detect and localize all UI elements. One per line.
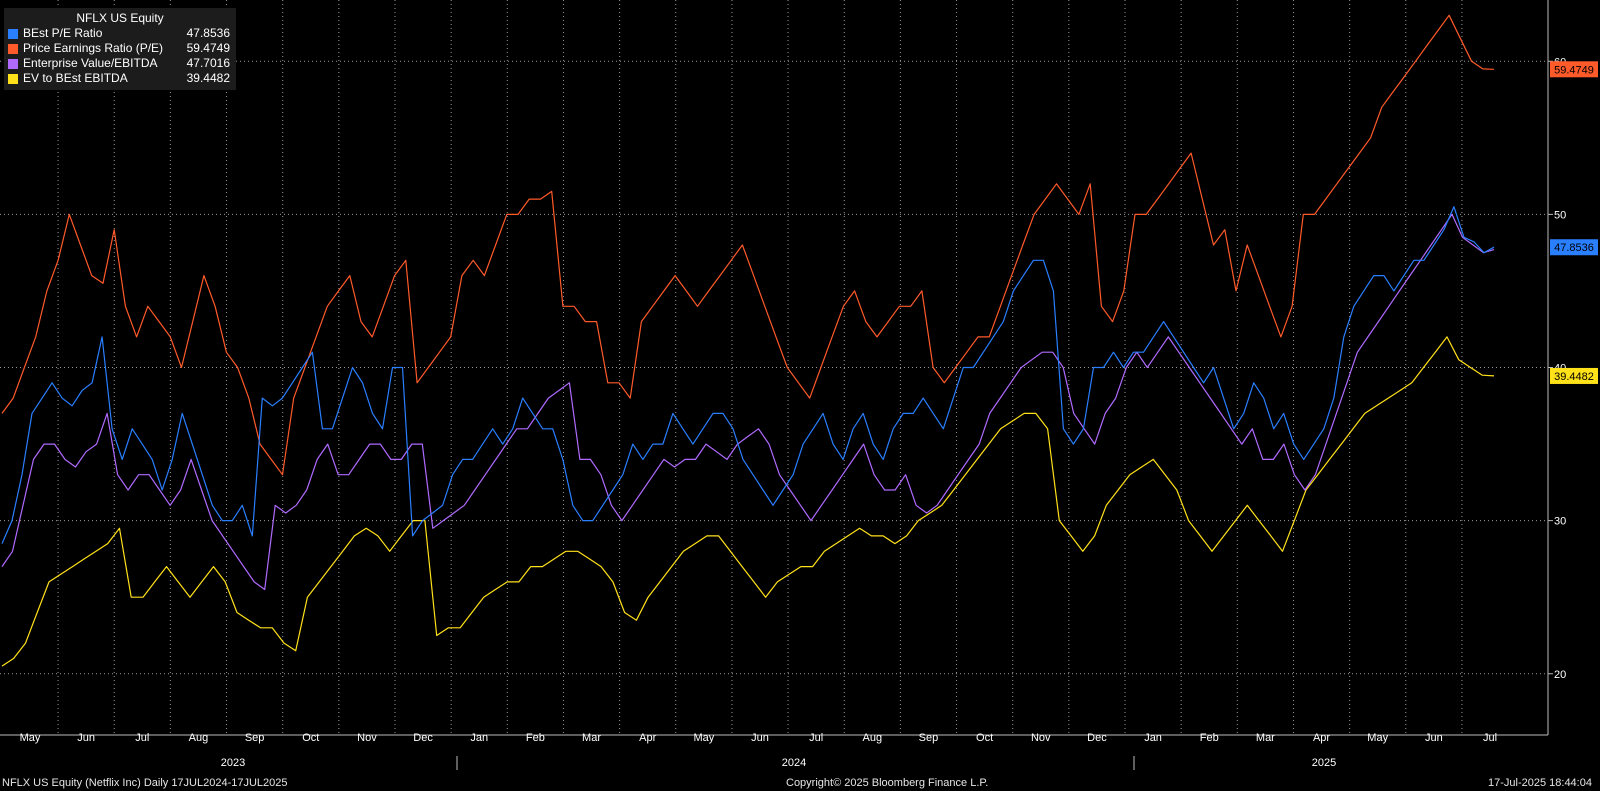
x-tick-label: Aug <box>863 732 883 744</box>
x-tick-label: May <box>693 732 714 744</box>
x-tick-label: Oct <box>976 732 993 744</box>
series-line-1 <box>1 14 1495 476</box>
x-tick-label: Jun <box>1425 732 1443 744</box>
x-tick-label: Dec <box>1087 732 1107 744</box>
x-tick-label: Jul <box>1483 732 1497 744</box>
series-line-2 <box>1 213 1495 591</box>
legend-label: Price Earnings Ratio (P/E) <box>23 41 164 55</box>
legend-value: 47.8536 <box>186 26 230 40</box>
last-value-tag-label: 47.8536 <box>1554 242 1594 254</box>
x-tick-label: Apr <box>639 732 656 744</box>
last-value-tag-bg <box>1550 367 1598 384</box>
x-tick-label: Jun <box>77 732 95 744</box>
legend-label: Enterprise Value/EBITDA <box>23 56 158 70</box>
legend-item-ev-ebitda: Enterprise Value/EBITDA 47.7016 <box>4 56 236 71</box>
last-value-tag-bg <box>1550 61 1598 78</box>
x-tick-label: Mar <box>582 732 601 744</box>
grid-lines <box>0 0 1553 735</box>
last-value-tags: 59.4749 47.8536 39.4482 <box>1550 61 1598 384</box>
legend-swatch <box>8 28 18 39</box>
legend-value: 59.4749 <box>186 41 230 55</box>
legend-title: NFLX US Equity <box>76 11 164 25</box>
series-line-0 <box>1 206 1495 544</box>
x-year-label: 2024 <box>782 757 806 769</box>
x-tick-label: Nov <box>1031 732 1051 744</box>
x-tick-labels: May Jun Jul Aug Sep Oct Nov Dec Jan Feb Mar Apr May J… <box>20 732 1497 770</box>
x-tick-label: Jan <box>1144 732 1162 744</box>
footer-right: 17-Jul-2025 18:44:04 <box>1488 777 1592 789</box>
x-tick-label: Feb <box>526 732 545 744</box>
x-tick-label: Feb <box>1200 732 1219 744</box>
x-tick-label: Mar <box>1256 732 1275 744</box>
legend-value: 47.7016 <box>186 56 230 70</box>
x-tick-label: Aug <box>189 732 209 744</box>
legend-value: 39.4482 <box>186 71 230 85</box>
legend-item-ev-best-ebitda: EV to BEst EBITDA 39.4482 <box>4 71 236 86</box>
x-tick-label: May <box>20 732 41 744</box>
x-tick-label: Jul <box>809 732 823 744</box>
last-value-tag: 39.4482 <box>1550 367 1598 384</box>
legend-label: EV to BEst EBITDA <box>23 71 128 85</box>
x-tick-label: Sep <box>245 732 265 744</box>
last-value-tag: 47.8536 <box>1550 239 1598 256</box>
legend-item-pe: Price Earnings Ratio (P/E) 59.4749 <box>4 41 236 56</box>
x-tick-label: May <box>1367 732 1388 744</box>
last-value-tag-label: 39.4482 <box>1554 371 1594 383</box>
x-tick-label: Sep <box>919 732 939 744</box>
x-tick-label: Jul <box>135 732 149 744</box>
y-tick-label: 20 <box>1554 669 1566 681</box>
last-value-tag-bg <box>1550 239 1598 256</box>
series-line-3 <box>1 336 1495 667</box>
footer-center: Copyright© 2025 Bloomberg Finance L.P. <box>786 777 989 789</box>
x-tick-label: Apr <box>1313 732 1330 744</box>
x-year-label: 2023 <box>221 757 245 769</box>
last-value-tag: 59.4749 <box>1550 61 1598 78</box>
y-tick-label: 30 <box>1554 516 1566 528</box>
x-tick-label: Jan <box>470 732 488 744</box>
x-year-label: 2025 <box>1312 757 1336 769</box>
last-value-tag-label: 59.4749 <box>1554 64 1594 76</box>
legend-swatch <box>8 43 18 54</box>
legend-item-best-pe: BEst P/E Ratio 47.8536 <box>4 26 236 41</box>
footer-left: NFLX US Equity (Netflix Inc) Daily 17JUL… <box>2 777 288 789</box>
legend-swatch <box>8 73 18 84</box>
y-tick-label: 50 <box>1554 209 1566 221</box>
x-tick-label: Dec <box>413 732 433 744</box>
legend-label: BEst P/E Ratio <box>23 26 103 40</box>
x-tick-label: Jun <box>751 732 769 744</box>
legend-box: NFLX US Equity BEst P/E Ratio 47.8536 Pr… <box>4 8 236 90</box>
legend-swatch <box>8 58 18 69</box>
x-tick-label: Oct <box>302 732 319 744</box>
x-tick-label: Nov <box>357 732 377 744</box>
series-lines <box>1 14 1495 667</box>
